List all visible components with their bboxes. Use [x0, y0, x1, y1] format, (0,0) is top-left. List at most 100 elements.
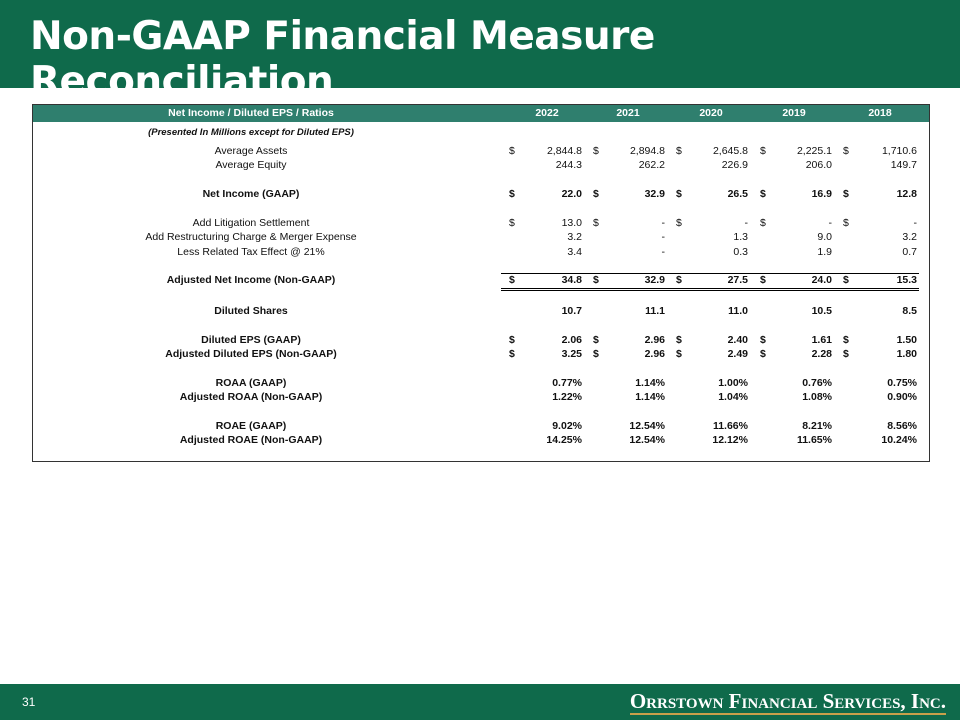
cell-value: 16.9 [811, 188, 832, 200]
cell-value: 0.77% [552, 377, 582, 389]
table-row: Adjusted Net Income (Non-GAAP) $34.8 $32.9… [33, 274, 929, 288]
dollar-sign: $ [843, 334, 849, 346]
double-line-bottom [501, 290, 919, 291]
cell-value: 0.7 [902, 246, 917, 258]
cell-value: 32.9 [644, 274, 665, 286]
dollar-sign: $ [509, 188, 515, 200]
cell-value: 11.1 [645, 305, 665, 317]
cell-value: 26.5 [727, 188, 748, 200]
table-row: ROAA (GAAP) 0.77% 1.14% 1.00% 0.76% 0.75% [33, 377, 929, 391]
cell-value: 15.3 [896, 274, 917, 286]
cell-value: - [828, 217, 833, 229]
table-row: Add Litigation Settlement $13.0 $ - $ - $ - $ - [33, 217, 929, 231]
cell-value: 9.02% [552, 420, 582, 432]
table-row: Diluted EPS (GAAP) $2.06 $2.96 $2.40 $1.61 $1… [33, 334, 929, 348]
cell-value: 2,894.8 [629, 145, 665, 157]
cell-value: 0.76% [802, 377, 832, 389]
row-label: Adjusted Net Income (Non-GAAP) [166, 274, 336, 286]
cell-value: 2.28 [811, 348, 832, 360]
row-label: Add Restructuring Charge & Merger Expens… [145, 231, 357, 243]
table-row: Add Restructuring Charge & Merger Expens… [33, 231, 929, 245]
year-header: 2020 [699, 107, 723, 119]
cell-value: 0.90% [887, 391, 917, 403]
cell-value: 3.25 [561, 348, 582, 360]
cell-value: 0.3 [733, 246, 748, 258]
cell-value: 32.9 [644, 188, 665, 200]
table-row: Adjusted ROAE (Non-GAAP) 14.25% 12.54% 12.1… [33, 434, 929, 448]
dollar-sign: $ [843, 217, 849, 229]
table-row: Net Income (GAAP) $22.0 $32.9 $26.5 $16.9 $12… [33, 188, 929, 202]
cell-value: 10.24% [881, 434, 917, 446]
dollar-sign: $ [509, 217, 515, 229]
cell-value: - [661, 246, 666, 258]
header-label: Net Income / Diluted EPS / Ratios [168, 107, 334, 119]
cell-value: 2,844.8 [546, 145, 582, 157]
dollar-sign: $ [676, 145, 682, 157]
cell-value: 13.0 [561, 217, 582, 229]
year-header: 2019 [782, 107, 806, 119]
company-logo: Orrstown Financial Services, Inc. [629, 689, 946, 715]
dollar-sign: $ [843, 188, 849, 200]
dollar-sign: $ [676, 334, 682, 346]
dollar-sign: $ [509, 145, 515, 157]
cell-value: 12.54% [629, 434, 665, 446]
footer-bar: 31 Orrstown Financial Services, Inc. [0, 684, 960, 720]
dollar-sign: $ [676, 274, 682, 286]
table-row: Average Equity 244.3 262.2 226.9 206.0 149.7 [33, 159, 929, 173]
cell-value: 1.08% [802, 391, 832, 403]
dollar-sign: $ [593, 145, 599, 157]
cell-value: 1.50 [896, 334, 917, 346]
sum-line [501, 273, 919, 274]
row-label: Less Related Tax Effect @ 21% [177, 246, 325, 258]
cell-value: 3.4 [567, 246, 582, 258]
row-label: Add Litigation Settlement [192, 217, 310, 229]
cell-value: 1.9 [817, 246, 832, 258]
table-row: Less Related Tax Effect @ 21% 3.4 - 0.3 1.9 0… [33, 246, 929, 260]
cell-value: 11.66% [712, 420, 748, 432]
dollar-sign: $ [509, 334, 515, 346]
cell-value: 11.65% [796, 434, 832, 446]
cell-value: 12.54% [629, 420, 665, 432]
dollar-sign: $ [760, 217, 766, 229]
cell-value: 8.21% [802, 420, 832, 432]
cell-value: 12.12% [712, 434, 748, 446]
cell-value: 2.96 [644, 334, 665, 346]
cell-value: 226.9 [721, 159, 748, 171]
subtitle-text: (Presented In Millions except for Dilute… [148, 127, 354, 138]
row-label: Average Equity [215, 159, 287, 171]
cell-value: 11.0 [728, 305, 748, 317]
cell-value: 1.80 [896, 348, 917, 360]
dollar-sign: $ [760, 145, 766, 157]
reconciliation-table: Net Income / Diluted EPS / Ratios 2022 20… [32, 104, 930, 462]
dollar-sign: $ [676, 188, 682, 200]
cell-value: 1.14% [635, 377, 665, 389]
row-label: Diluted EPS (GAAP) [201, 334, 301, 346]
row-label: ROAE (GAAP) [215, 420, 287, 432]
year-header: 2022 [535, 107, 559, 119]
dollar-sign: $ [760, 334, 766, 346]
cell-value: 1.04% [718, 391, 748, 403]
year-header: 2021 [616, 107, 640, 119]
cell-value: - [661, 217, 666, 229]
cell-value: 244.3 [555, 159, 582, 171]
dollar-sign: $ [509, 348, 515, 360]
dollar-sign: $ [593, 217, 599, 229]
cell-value: 0.75% [887, 377, 917, 389]
page-number: 31 [22, 695, 36, 709]
cell-value: 27.5 [727, 274, 748, 286]
dollar-sign: $ [843, 274, 849, 286]
dollar-sign: $ [593, 334, 599, 346]
cell-value: 206.0 [805, 159, 832, 171]
dollar-sign: $ [843, 348, 849, 360]
cell-value: 1.3 [733, 231, 748, 243]
dollar-sign: $ [760, 188, 766, 200]
row-label: ROAA (GAAP) [215, 377, 287, 389]
dollar-sign: $ [760, 274, 766, 286]
row-label: Diluted Shares [214, 305, 288, 317]
page-title: Non-GAAP Financial Measure Reconciliatio… [30, 14, 655, 104]
row-label: Average Assets [214, 145, 288, 157]
dollar-sign: $ [760, 348, 766, 360]
cell-value: 14.25% [546, 434, 582, 446]
row-label: Adjusted Diluted EPS (Non-GAAP) [165, 348, 337, 360]
row-label: Adjusted ROAE (Non-GAAP) [179, 434, 323, 446]
